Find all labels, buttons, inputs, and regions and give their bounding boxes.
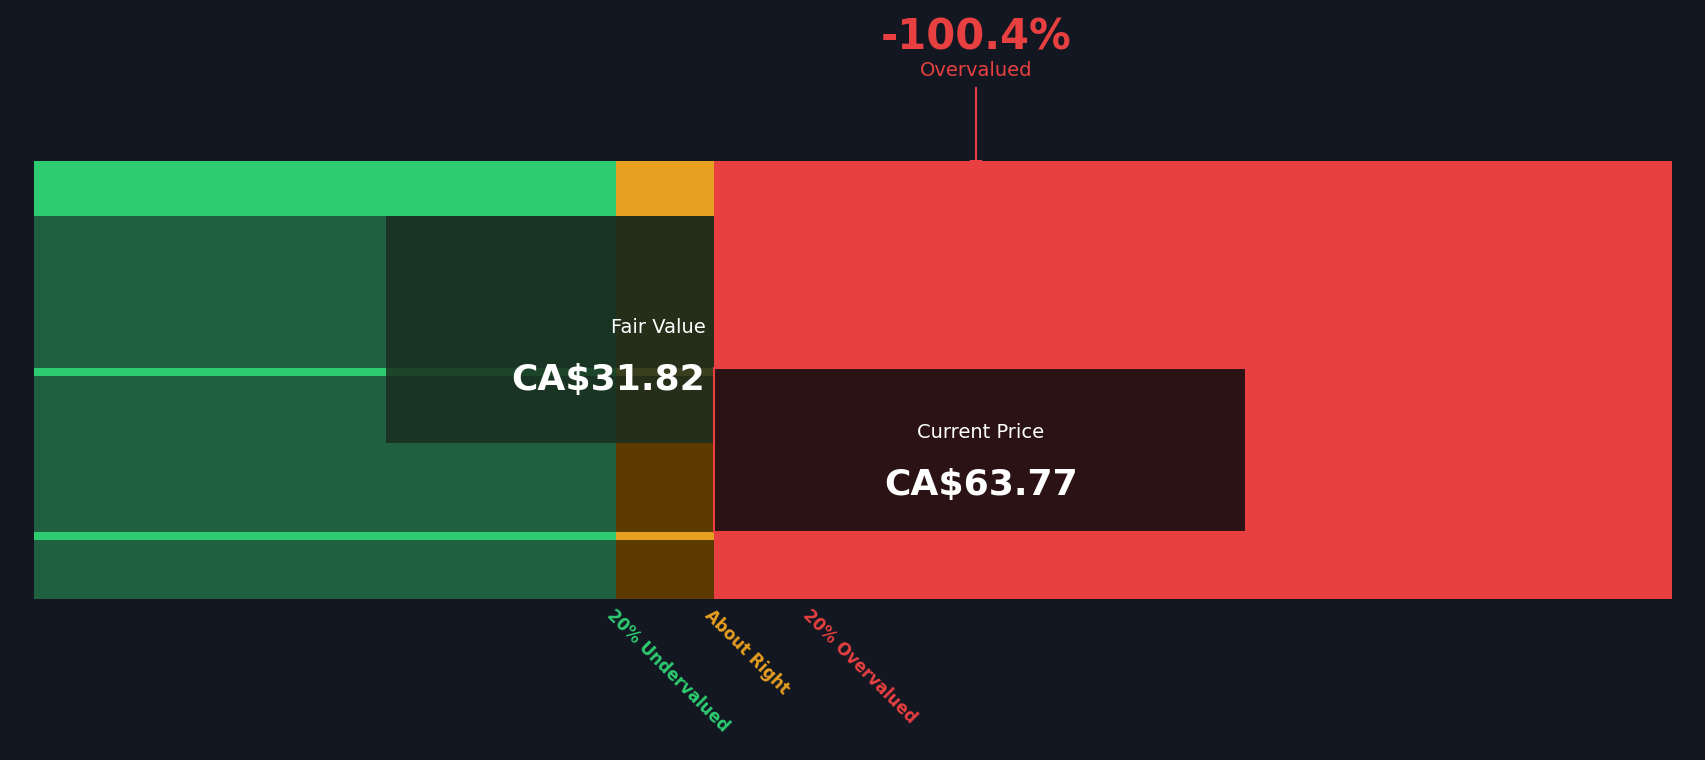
Text: CA$31.82: CA$31.82 xyxy=(512,363,704,397)
Bar xyxy=(34,160,713,599)
Text: About Right: About Right xyxy=(701,606,793,698)
Bar xyxy=(713,369,1245,532)
Bar xyxy=(616,217,713,369)
Text: 20% Overvalued: 20% Overvalued xyxy=(800,606,919,727)
Bar xyxy=(385,217,713,443)
Bar xyxy=(34,540,616,599)
Text: 20% Undervalued: 20% Undervalued xyxy=(602,606,731,736)
Bar xyxy=(34,369,616,376)
Text: -100.4%: -100.4% xyxy=(880,17,1071,59)
Bar xyxy=(34,532,616,540)
Bar xyxy=(616,160,713,599)
Bar xyxy=(616,376,713,532)
Text: Overvalued: Overvalued xyxy=(919,62,1032,81)
Bar xyxy=(34,217,616,369)
Text: Current Price: Current Price xyxy=(917,423,1043,442)
Bar xyxy=(34,160,1671,599)
Text: Fair Value: Fair Value xyxy=(610,318,704,337)
Bar xyxy=(34,376,616,532)
Text: CA$63.77: CA$63.77 xyxy=(883,468,1078,502)
Bar xyxy=(34,160,616,217)
Bar xyxy=(616,540,713,599)
